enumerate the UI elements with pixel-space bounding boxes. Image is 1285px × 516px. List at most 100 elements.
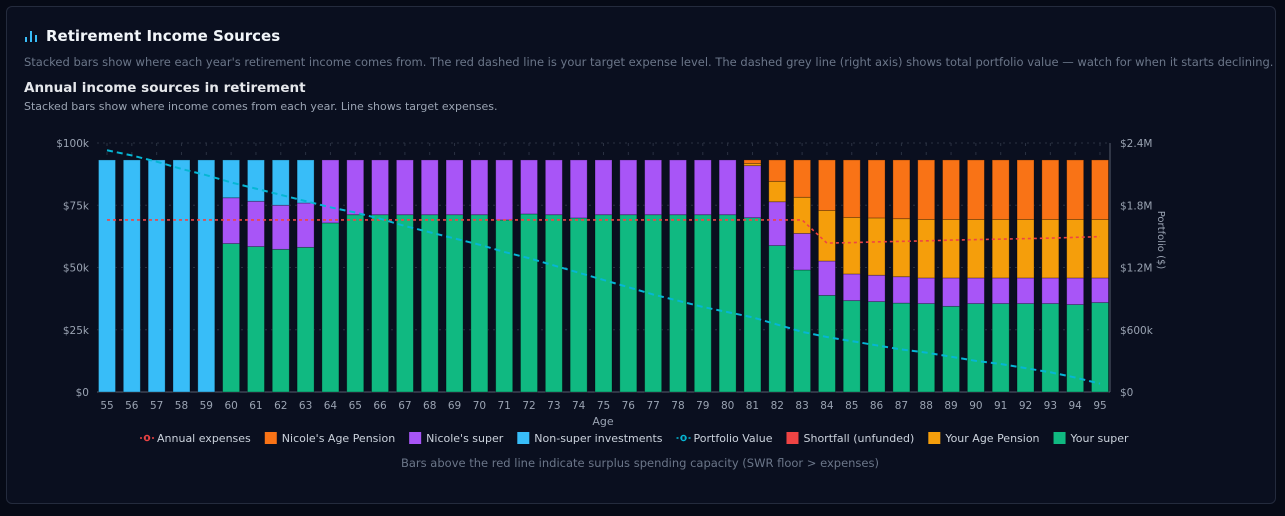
bar-segment[interactable] — [222, 159, 241, 199]
bar-segment[interactable] — [818, 260, 836, 296]
bar-segment[interactable] — [942, 277, 960, 307]
bar-segment[interactable] — [768, 159, 787, 182]
bar-segment[interactable] — [768, 180, 787, 203]
bar-segment[interactable] — [544, 214, 563, 393]
bar-segment[interactable] — [98, 159, 116, 393]
legend-item[interactable]: Non-super investments — [534, 432, 662, 445]
bar-segment[interactable] — [271, 159, 290, 206]
bar-segment[interactable] — [495, 219, 514, 393]
bar-segment[interactable] — [395, 159, 414, 216]
bar-segment[interactable] — [892, 218, 911, 278]
bar-segment[interactable] — [569, 217, 588, 393]
bar-segment[interactable] — [445, 159, 464, 216]
bar-segment[interactable] — [1041, 303, 1060, 393]
bar-segment[interactable] — [1016, 159, 1035, 220]
bar-segment[interactable] — [1066, 277, 1085, 306]
bar-segment[interactable] — [818, 159, 836, 211]
bar-segment[interactable] — [768, 245, 787, 393]
bar-segment[interactable] — [619, 214, 638, 393]
bar-segment[interactable] — [395, 214, 414, 393]
bar-segment[interactable] — [793, 232, 811, 271]
bar-segment[interactable] — [470, 159, 489, 216]
bar-segment[interactable] — [172, 159, 191, 393]
bar-segment[interactable] — [743, 217, 762, 393]
bar-segment[interactable] — [842, 300, 861, 393]
bar-segment[interactable] — [669, 214, 687, 393]
bar-segment[interactable] — [693, 214, 712, 393]
bar-segment[interactable] — [1041, 277, 1060, 305]
bar-segment[interactable] — [966, 219, 985, 279]
bar-segment[interactable] — [867, 217, 886, 276]
bar-segment[interactable] — [1041, 159, 1060, 220]
bar-segment[interactable] — [793, 159, 811, 198]
bar-segment[interactable] — [1066, 159, 1085, 220]
bar-segment[interactable] — [917, 159, 936, 220]
bar-segment[interactable] — [495, 159, 514, 221]
bar-segment[interactable] — [619, 159, 638, 216]
bar-segment[interactable] — [420, 214, 439, 393]
bar-segment[interactable] — [371, 159, 389, 216]
bar-segment[interactable] — [892, 276, 911, 304]
bar-segment[interactable] — [122, 159, 141, 393]
bar-segment[interactable] — [991, 303, 1010, 393]
bar-segment[interactable] — [247, 159, 265, 202]
bar-segment[interactable] — [991, 219, 1010, 279]
bar-segment[interactable] — [917, 303, 936, 393]
bar-segment[interactable] — [966, 303, 985, 393]
bar-segment[interactable] — [743, 165, 762, 219]
bar-segment[interactable] — [470, 214, 489, 393]
legend-item[interactable]: Your Age Pension — [944, 432, 1039, 445]
legend-item[interactable]: Portfolio Value — [694, 432, 773, 445]
bar-segment[interactable] — [892, 159, 911, 220]
bar-segment[interactable] — [569, 159, 588, 219]
bar-segment[interactable] — [1016, 303, 1035, 393]
bar-segment[interactable] — [693, 159, 712, 216]
bar-segment[interactable] — [818, 210, 836, 262]
bar-segment[interactable] — [271, 204, 290, 250]
legend-item[interactable]: Nicole's Age Pension — [282, 432, 395, 445]
bar-segment[interactable] — [222, 197, 241, 244]
bar-segment[interactable] — [271, 248, 290, 393]
bar-segment[interactable] — [818, 294, 836, 393]
bar-segment[interactable] — [1016, 219, 1035, 279]
bar-segment[interactable] — [867, 274, 886, 303]
bar-segment[interactable] — [197, 159, 216, 393]
bar-segment[interactable] — [842, 273, 861, 302]
bar-segment[interactable] — [1091, 159, 1109, 220]
bar-segment[interactable] — [669, 159, 687, 216]
bar-segment[interactable] — [842, 217, 861, 275]
bar-segment[interactable] — [1016, 277, 1035, 305]
bar-segment[interactable] — [594, 214, 613, 393]
bar-segment[interactable] — [445, 214, 464, 393]
bar-segment[interactable] — [247, 246, 265, 393]
bar-segment[interactable] — [644, 159, 663, 216]
bar-segment[interactable] — [544, 159, 563, 216]
bar-segment[interactable] — [718, 159, 737, 216]
bar-segment[interactable] — [867, 159, 886, 219]
bar-segment[interactable] — [147, 159, 166, 393]
legend-item[interactable]: Your super — [1070, 432, 1129, 445]
bar-segment[interactable] — [942, 159, 960, 220]
bar-segment[interactable] — [743, 159, 762, 164]
bar-segment[interactable] — [1066, 219, 1085, 279]
bar-segment[interactable] — [768, 201, 787, 246]
legend-item[interactable]: Annual expenses — [157, 432, 251, 445]
bar-segment[interactable] — [917, 219, 936, 279]
legend-item[interactable]: Nicole's super — [426, 432, 504, 445]
bar-segment[interactable] — [1091, 219, 1109, 279]
bar-segment[interactable] — [321, 222, 340, 393]
bar-segment[interactable] — [991, 277, 1010, 305]
bar-segment[interactable] — [371, 214, 389, 393]
bar-segment[interactable] — [247, 200, 265, 247]
bar-segment[interactable] — [718, 214, 737, 393]
bar-segment[interactable] — [222, 243, 241, 393]
bar-segment[interactable] — [1091, 302, 1109, 393]
bar-segment[interactable] — [296, 246, 315, 393]
bar-segment[interactable] — [966, 277, 985, 305]
bar-segment[interactable] — [793, 196, 811, 234]
bar-segment[interactable] — [296, 159, 315, 204]
bar-segment[interactable] — [842, 159, 861, 218]
bar-segment[interactable] — [1091, 277, 1109, 304]
bar-segment[interactable] — [321, 159, 340, 224]
